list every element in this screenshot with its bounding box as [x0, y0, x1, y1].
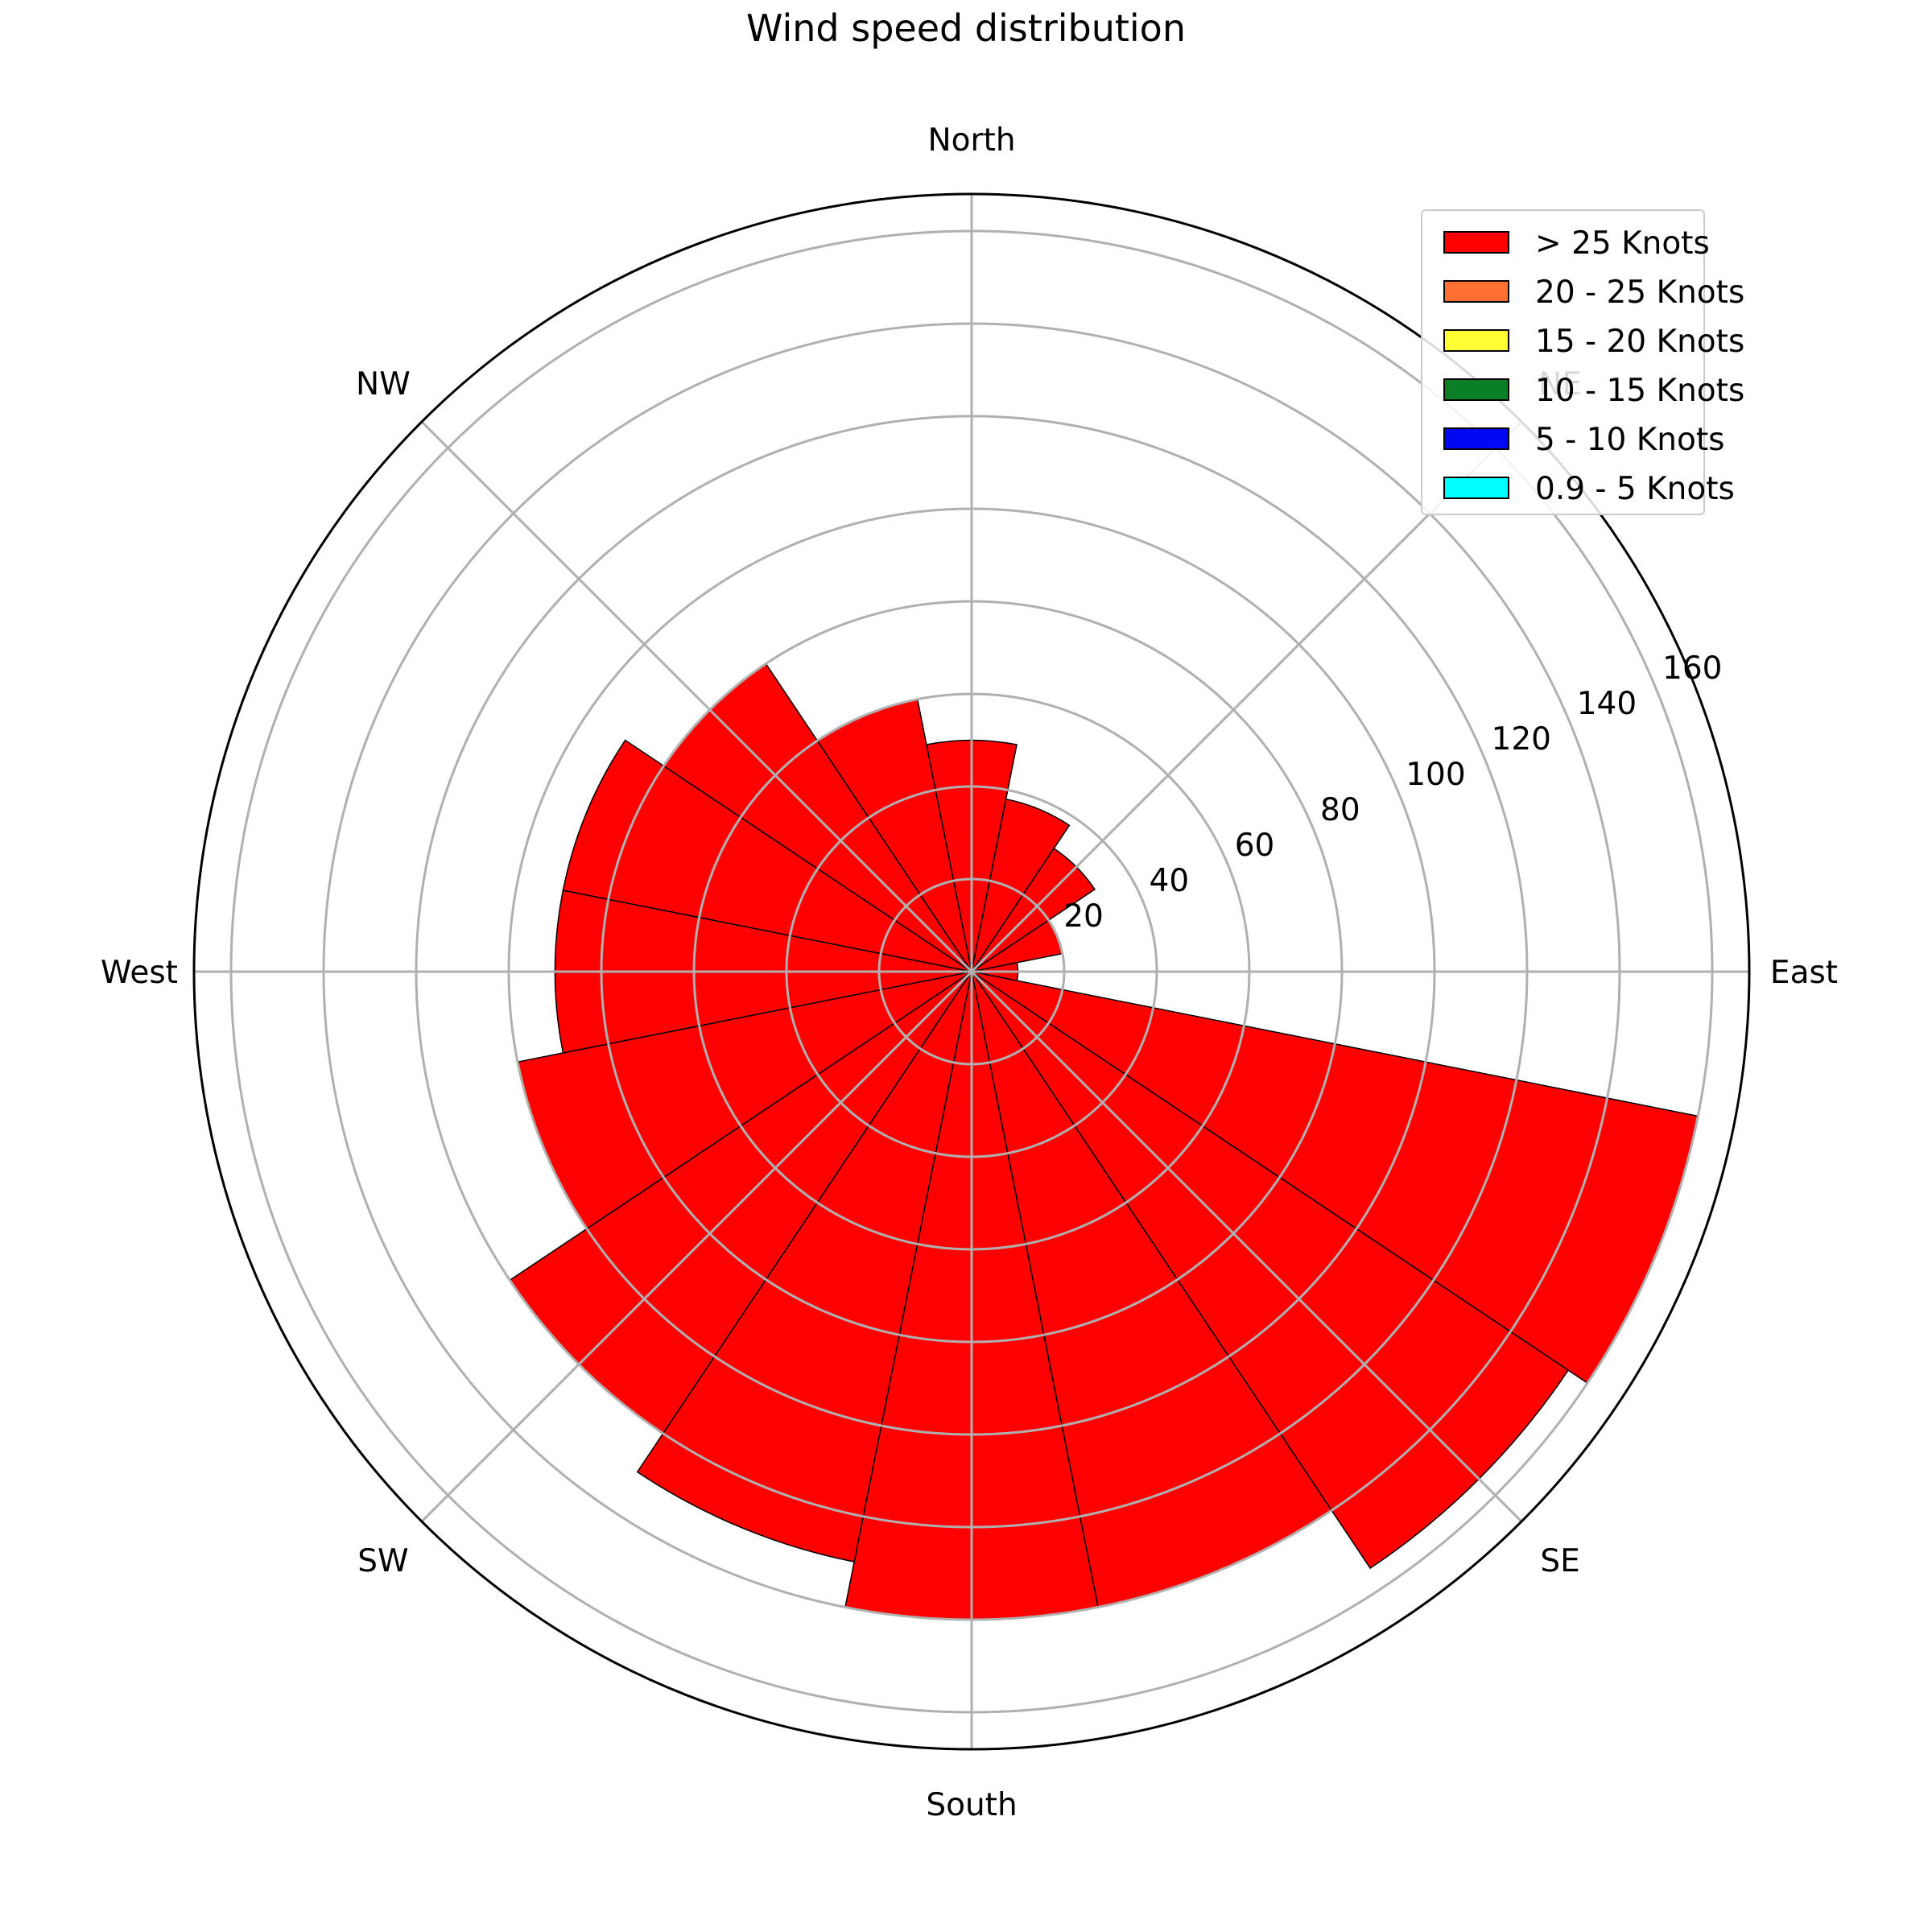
- radial-tick-labels: 20 40 60 80 100 120 140 160: [1063, 650, 1722, 935]
- legend-item: 10 - 15 Knots: [1422, 369, 1703, 410]
- direction-label: East: [1770, 955, 1838, 991]
- radial-tick-label: 40: [1150, 863, 1190, 899]
- legend-swatch: [1443, 329, 1509, 352]
- legend: > 25 Knots 20 - 25 Knots 15 - 20 Knots 10 -…: [1421, 209, 1705, 515]
- radial-tick-label: 60: [1235, 828, 1275, 864]
- wind-sectors: [510, 664, 1698, 1620]
- radial-tick-label: 80: [1320, 792, 1360, 828]
- legend-item: 20 - 25 Knots: [1422, 271, 1703, 312]
- radial-tick-label: 100: [1406, 757, 1465, 793]
- direction-label: NW: [356, 366, 411, 402]
- direction-label: SE: [1540, 1543, 1579, 1579]
- legend-label: 15 - 20 Knots: [1535, 324, 1744, 360]
- direction-label: SW: [357, 1543, 408, 1579]
- direction-label: South: [926, 1787, 1017, 1823]
- legend-label: 5 - 10 Knots: [1535, 422, 1724, 458]
- legend-swatch: [1443, 427, 1509, 450]
- legend-swatch: [1443, 280, 1509, 303]
- legend-swatch: [1443, 231, 1509, 254]
- legend-label: 10 - 15 Knots: [1535, 373, 1744, 409]
- legend-label: 20 - 25 Knots: [1535, 275, 1744, 311]
- radial-tick-label: 160: [1662, 650, 1722, 687]
- legend-item: 5 - 10 Knots: [1422, 419, 1703, 459]
- direction-label: North: [927, 122, 1015, 159]
- radial-tick-label: 20: [1063, 898, 1104, 935]
- legend-swatch: [1443, 477, 1509, 499]
- radial-tick-label: 120: [1492, 721, 1551, 758]
- legend-swatch: [1443, 378, 1509, 401]
- legend-label: 0.9 - 5 Knots: [1535, 471, 1735, 507]
- radial-tick-label: 140: [1577, 686, 1637, 722]
- legend-item: > 25 Knots: [1422, 222, 1703, 262]
- direction-label: West: [101, 955, 178, 991]
- legend-item: 15 - 20 Knots: [1422, 320, 1703, 361]
- legend-label: > 25 Knots: [1535, 225, 1710, 262]
- legend-item: 0.9 - 5 Knots: [1422, 468, 1703, 508]
